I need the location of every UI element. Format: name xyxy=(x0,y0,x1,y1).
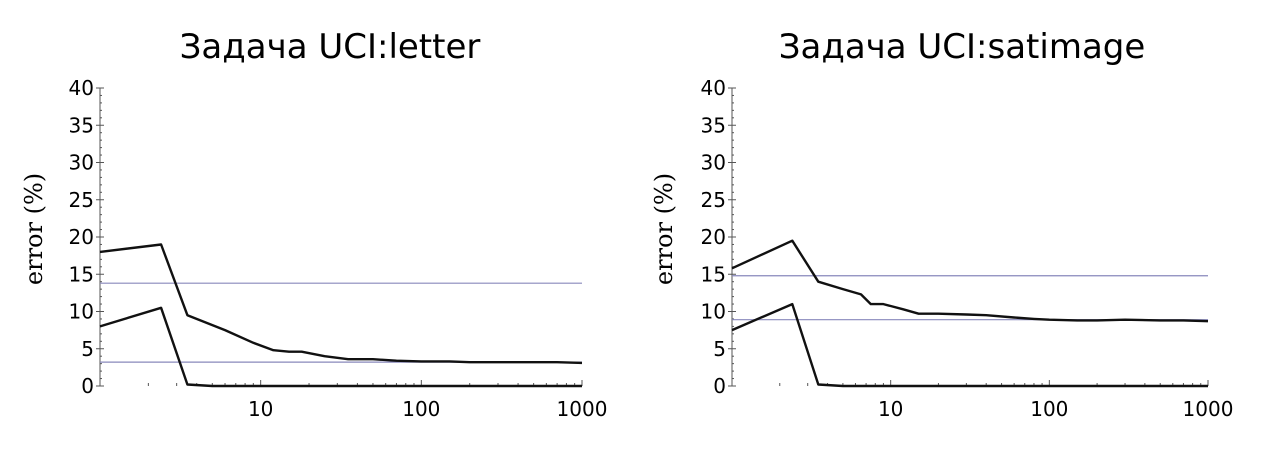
x-tick-label: 1000 xyxy=(557,397,608,421)
y-tick-label: 15 xyxy=(69,262,94,286)
y-tick-label: 10 xyxy=(69,300,94,324)
y-tick-label: 35 xyxy=(69,113,94,137)
y-tick-label: 25 xyxy=(69,188,94,212)
y-tick-label: 40 xyxy=(69,76,94,100)
series-line-1 xyxy=(99,243,583,365)
x-tick-label: 10 xyxy=(248,397,273,421)
y-tick-label: 5 xyxy=(713,337,726,361)
x-tick-label: 100 xyxy=(402,397,440,421)
y-tick-label: 0 xyxy=(713,374,726,398)
y-tick-label: 20 xyxy=(701,225,726,249)
series-line-1 xyxy=(731,239,1209,323)
y-tick-label: 40 xyxy=(701,76,726,100)
x-tick-label: 100 xyxy=(1030,397,1068,421)
y-tick-label: 0 xyxy=(81,374,94,398)
x-tick-label: 1000 xyxy=(1183,397,1234,421)
y-axis-label: error (%) xyxy=(650,173,678,285)
y-tick-label: 35 xyxy=(701,113,726,137)
y-tick-label: 15 xyxy=(701,262,726,286)
y-tick-label: 30 xyxy=(701,151,726,175)
y-tick-label: 25 xyxy=(701,188,726,212)
chart-title: Задача UCI:letter xyxy=(180,27,481,67)
series-line-2 xyxy=(731,302,1208,388)
y-axis-label: error (%) xyxy=(20,173,48,285)
y-tick-label: 5 xyxy=(81,337,94,361)
series-line-2 xyxy=(99,306,582,388)
y-tick-label: 20 xyxy=(69,225,94,249)
chart-title: Задача UCI:satimage xyxy=(779,27,1146,67)
y-tick-label: 30 xyxy=(69,151,94,175)
y-tick-label: 10 xyxy=(701,300,726,324)
x-tick-label: 10 xyxy=(878,397,903,421)
